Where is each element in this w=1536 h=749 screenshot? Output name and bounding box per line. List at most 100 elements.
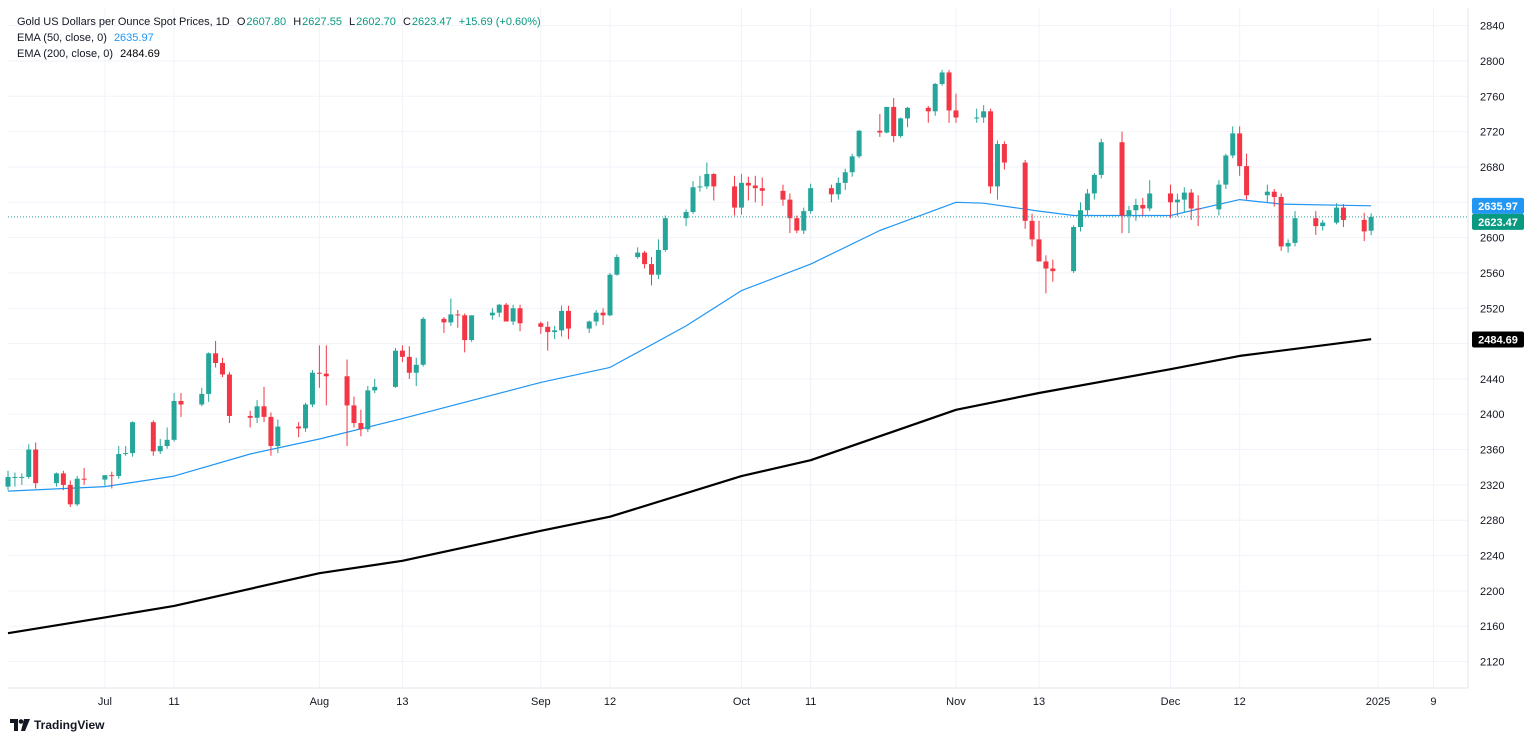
candle xyxy=(1195,195,1201,227)
tradingview-logo[interactable]: TradingView xyxy=(10,718,104,732)
candle-body xyxy=(1029,220,1035,240)
x-tick-label: 9 xyxy=(1430,696,1436,708)
candle-body xyxy=(1078,210,1084,228)
y-tick-label: 2760 xyxy=(1480,91,1504,103)
candle-body xyxy=(351,405,357,424)
candle xyxy=(559,305,565,337)
candle xyxy=(600,308,606,326)
price-tag-bg xyxy=(1472,331,1524,348)
y-tick-label: 2800 xyxy=(1480,56,1504,68)
candle-body xyxy=(420,318,426,365)
legend: Gold US Dollars per Ounce Spot Prices, 1… xyxy=(17,14,541,62)
candle xyxy=(261,386,267,423)
candle-body xyxy=(157,446,163,452)
candle-body xyxy=(538,323,544,327)
candle xyxy=(455,310,461,328)
candle-body xyxy=(178,400,184,405)
candle-body xyxy=(905,107,911,119)
candle xyxy=(130,421,136,457)
ema200-label: EMA (200, close, 0) xyxy=(17,48,113,60)
x-tick-label: Dec xyxy=(1161,696,1181,708)
candle xyxy=(109,471,115,489)
candle-body xyxy=(1119,142,1125,216)
candle-body xyxy=(898,118,904,137)
candle xyxy=(635,247,641,259)
candle xyxy=(323,345,329,406)
candle-body xyxy=(1271,191,1277,197)
ohlc-l-value: 2602.70 xyxy=(356,16,396,28)
y-tick-label: 2160 xyxy=(1480,621,1504,633)
candle xyxy=(1029,213,1035,247)
candle-body xyxy=(116,453,122,477)
x-tick-label: Jul xyxy=(98,696,112,708)
candle-body xyxy=(1022,162,1028,221)
candle-body xyxy=(780,190,786,200)
candle-body xyxy=(607,274,613,316)
candle xyxy=(74,476,80,507)
ohlc-c-key: C xyxy=(402,16,411,28)
candle-body xyxy=(399,350,405,357)
candle xyxy=(303,402,309,432)
candle-body xyxy=(199,393,205,405)
candle xyxy=(1001,141,1007,170)
candle-body xyxy=(344,376,350,406)
candle-body xyxy=(26,449,32,477)
x-axis[interactable]: Jul 11 Aug 13 Sep 12 Oct 11 Nov 13 Dec 12 2025 9 xyxy=(98,696,1437,708)
candle xyxy=(787,193,793,234)
candle xyxy=(586,320,592,333)
candle xyxy=(1022,159,1028,229)
candle xyxy=(420,317,426,367)
candle xyxy=(213,340,219,368)
candle xyxy=(247,410,253,428)
candle-body xyxy=(891,106,897,137)
y-tick-label: 2520 xyxy=(1480,303,1504,315)
candle xyxy=(808,183,814,214)
candle xyxy=(206,352,212,402)
candle xyxy=(884,106,890,134)
candle-body xyxy=(1043,261,1049,269)
candle xyxy=(503,302,509,322)
legend-ema50-row[interactable]: EMA (50, close, 0) 2635.97 xyxy=(17,30,541,46)
candle xyxy=(877,113,883,137)
candle-body xyxy=(1264,191,1270,196)
x-tick-label: Nov xyxy=(946,696,966,708)
candle xyxy=(67,480,73,507)
ema50-line xyxy=(7,199,1372,492)
candle xyxy=(849,153,855,177)
y-tick-label: 2320 xyxy=(1480,480,1504,492)
candle xyxy=(199,387,205,407)
candle-body xyxy=(808,188,814,212)
candle-body xyxy=(171,400,177,440)
candle xyxy=(994,140,1000,200)
y-axis[interactable]: 2120216022002240228023202360240024402480… xyxy=(1480,21,1504,669)
candle-body xyxy=(635,252,641,258)
candle xyxy=(164,427,170,449)
candle-body xyxy=(1313,218,1319,227)
candle xyxy=(102,475,108,486)
candle-body xyxy=(109,475,115,477)
candle xyxy=(365,385,371,432)
candle xyxy=(1140,197,1146,216)
candle-body xyxy=(884,106,890,133)
candle xyxy=(1237,126,1243,176)
candle-body xyxy=(1126,210,1132,216)
candle xyxy=(1133,198,1139,221)
candle-body xyxy=(164,439,170,447)
candle-body xyxy=(213,353,219,364)
candle xyxy=(123,446,129,456)
candle xyxy=(738,174,744,215)
candle-body xyxy=(801,211,807,231)
x-tick-label: 13 xyxy=(1033,696,1045,708)
candle-body xyxy=(316,372,322,374)
candle xyxy=(905,106,911,128)
legend-ema200-row[interactable]: EMA (200, close, 0) 2484.69 xyxy=(17,46,541,62)
candle-body xyxy=(220,363,226,375)
candle-body xyxy=(1071,227,1077,272)
y-tick-label: 2680 xyxy=(1480,162,1504,174)
candle xyxy=(116,446,122,479)
y-tick-label: 2400 xyxy=(1480,409,1504,421)
y-tick-label: 2560 xyxy=(1480,268,1504,280)
candle-body xyxy=(1084,193,1090,211)
